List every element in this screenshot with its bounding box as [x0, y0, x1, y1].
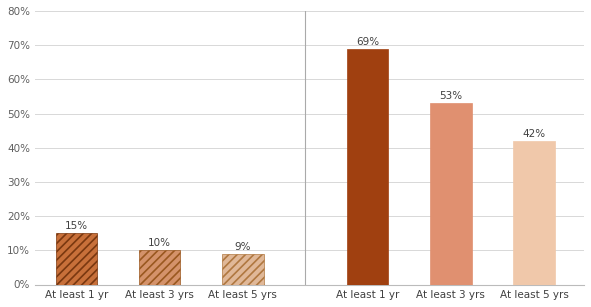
Text: 53%: 53%	[439, 91, 463, 101]
Bar	[430, 103, 472, 285]
Bar	[514, 141, 555, 285]
Text: 69%: 69%	[356, 37, 379, 46]
Text: 42%: 42%	[522, 129, 545, 139]
Bar	[347, 49, 388, 285]
Bar	[56, 233, 98, 285]
Bar	[222, 254, 264, 285]
Text: 10%: 10%	[148, 238, 171, 248]
Text: 15%: 15%	[65, 221, 88, 231]
Bar	[139, 250, 180, 285]
Text: 9%: 9%	[235, 242, 251, 252]
